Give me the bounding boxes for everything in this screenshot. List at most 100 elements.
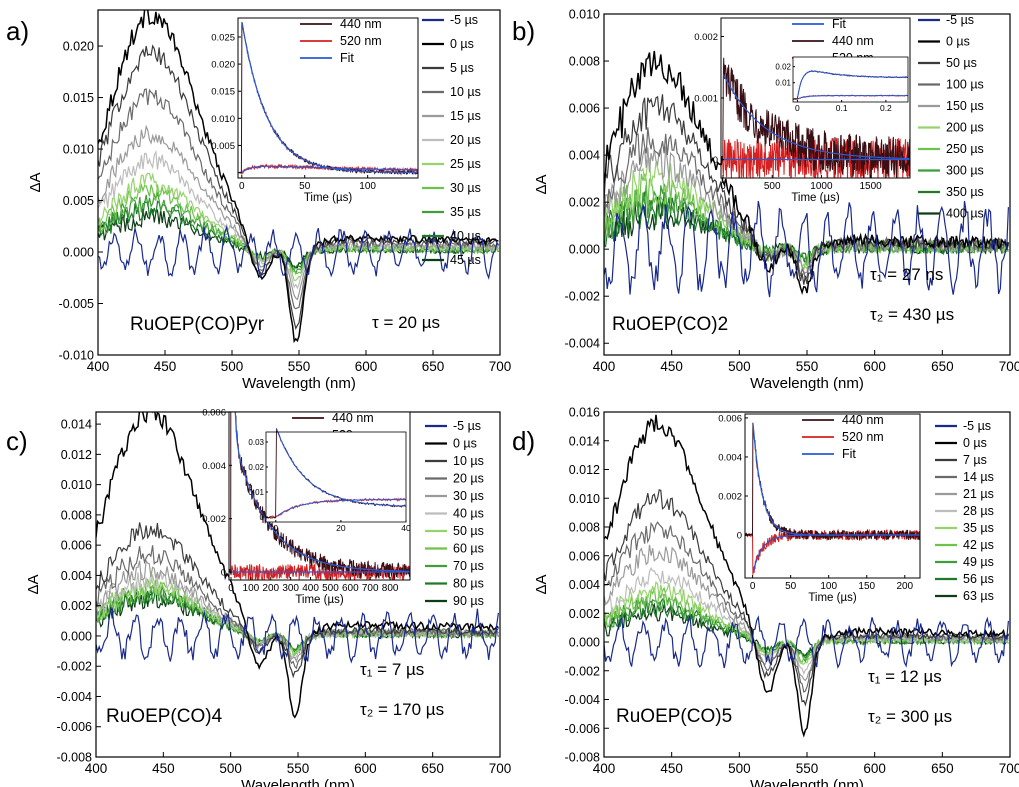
x-axis-label: Wavelength (nm) [750, 375, 864, 392]
sub-inset-frame [265, 431, 407, 523]
legend-entry: 50 µs [453, 524, 484, 538]
legend-entry: 7 µs [963, 453, 987, 467]
inset-legend-entry: Fit [842, 447, 856, 461]
inset-y-tick-label: 0.002 [718, 492, 742, 503]
x-tick-label: 550 [288, 359, 311, 374]
series-line-1 [604, 50, 1010, 296]
inset-x-tick-label: 200 [896, 581, 913, 592]
legend-entry: 0 µs [946, 35, 970, 49]
y-tick-label: 0.012 [569, 463, 600, 477]
series-line-1 [96, 412, 499, 719]
sub-x-tick-label: 40 [401, 523, 411, 533]
inset-legend-entry: 440 nm [832, 34, 874, 48]
inset-kinetics: 0 100 200 300 400 500 600 700 80000.0020.0040.00… [202, 408, 411, 607]
y-tick-label: 0.010 [569, 492, 600, 506]
inset-legend-entry: 520 nm [842, 430, 884, 444]
inset-x-tick-label: 150 [858, 581, 875, 592]
legend-entry: 100 µs [946, 78, 984, 92]
x-tick-label: 400 [593, 359, 616, 374]
inset-legend-entry: 440 nm [340, 17, 382, 31]
inset-x-axis-label: Time (µs) [791, 192, 840, 204]
y-tick-label: 0.008 [61, 508, 92, 522]
y-tick-label: -0.004 [565, 337, 600, 351]
sub-x-tick-label: 0 [273, 523, 278, 533]
x-tick-label: 500 [221, 359, 244, 374]
series-line-5 [604, 566, 1009, 676]
inset-y-tick-label: 0.004 [718, 452, 742, 463]
x-tick-label: 700 [999, 761, 1019, 776]
series-line-8 [98, 191, 499, 276]
y-tick-label: -0.002 [565, 664, 600, 678]
x-tick-label: 600 [863, 359, 886, 374]
fit-line [234, 412, 410, 572]
inset-x-tick-label: 700 [362, 583, 379, 594]
legend-entry: 0 µs [453, 437, 477, 451]
data-series-group [96, 412, 499, 719]
sub-x-tick-label: 20 [336, 523, 346, 533]
lifetime-label: τ₂ = 430 µs [870, 305, 954, 324]
panel-label: c) [6, 426, 28, 456]
sub-x-tick-label: 0 [795, 103, 800, 113]
legend-entry: 20 µs [450, 133, 481, 147]
inset-y-tick-label: 0 [713, 155, 718, 166]
lifetime-label: τ₁ = 12 µs [868, 667, 942, 686]
sub-fit-line [797, 70, 909, 97]
y-tick-label: 0.004 [569, 578, 600, 592]
data-series-group [98, 10, 499, 344]
trace-520nm [229, 563, 410, 580]
inset-y-tick-label: 0.006 [718, 413, 742, 424]
legend-entry: 350 µs [946, 185, 984, 199]
series-line-0 [98, 224, 499, 280]
sub-inset-background [266, 432, 406, 522]
legend-entry: 70 µs [453, 559, 484, 573]
series-line-1 [604, 414, 1009, 738]
lifetime-label: τ₁ = 7 µs [360, 660, 424, 679]
lifetime-label: τ₁ = 27 ns [870, 265, 943, 284]
legend-entry: 80 µs [453, 577, 484, 591]
sub-fit-line [797, 95, 908, 100]
inset-y-tick-label: 0.004 [202, 461, 226, 472]
legend-entry: 28 µs [963, 504, 994, 518]
y-axis-label: ΔA [533, 174, 550, 194]
x-axis-label: Wavelength (nm) [242, 375, 356, 392]
sub-x-tick-label: 0.2 [880, 103, 892, 113]
panel-b: 400 450 500 550 600 650 700 -0.004 -0.002 0.000 0.… [512, 8, 1019, 393]
x-tick-label: 600 [354, 761, 377, 776]
y-axis-label: ΔA [27, 172, 44, 192]
inset-y-tick-label: 0 [221, 568, 226, 579]
series-line-7 [98, 182, 499, 275]
y-tick-label: 0.000 [61, 629, 92, 643]
y-tick-label: 0.010 [63, 143, 94, 157]
panel-label: b) [512, 16, 535, 46]
legend-entry: 0 µs [450, 37, 474, 51]
series-line-0 [604, 200, 1009, 298]
legend-entry: 250 µs [946, 142, 984, 156]
legend-entry: 30 µs [450, 181, 481, 195]
legend-entry: 15 µs [450, 109, 481, 123]
legend-entry: 49 µs [963, 555, 994, 569]
series-line-8 [604, 191, 1009, 263]
legend-entry: 63 µs [963, 589, 994, 603]
inset-x-tick-label: 400 [302, 583, 319, 594]
inset-y-tick-label: 0.002 [202, 514, 226, 525]
inset-x-tick-label: 600 [342, 583, 359, 594]
inset-x-tick-label: 500 [764, 181, 781, 192]
x-tick-label: 650 [931, 359, 954, 374]
series-line-3 [96, 545, 499, 670]
inset-y-tick-label: 0.010 [211, 114, 235, 125]
y-tick-label: 0.000 [569, 243, 600, 257]
inset-x-tick-label: 1500 [860, 181, 883, 192]
x-tick-label: 600 [355, 359, 378, 374]
inset-y-tick-label: 0.020 [211, 60, 235, 71]
legend-entry: 10 µs [450, 85, 481, 99]
legend-entry: 5 µs [450, 61, 474, 75]
x-tick-label: 650 [422, 359, 445, 374]
legend-entry: 56 µs [963, 572, 994, 586]
panel-c: 400 450 500 550 600 650 700-0.008-0.006-0.004-… [6, 408, 511, 787]
sample-label: RuOEP(CO)Pyr [130, 314, 265, 335]
legend-entry: 45 µs [450, 253, 481, 267]
legend-entry: 200 µs [946, 121, 984, 135]
x-tick-label: 400 [87, 359, 110, 374]
lifetime-label: τ₂ = 170 µs [360, 700, 444, 719]
inset-data [229, 412, 410, 580]
